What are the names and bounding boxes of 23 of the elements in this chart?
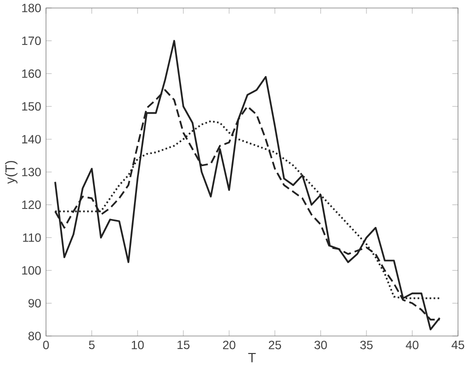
x-tick-label: 15 — [178, 340, 190, 350]
y-tick-label: 110 — [23, 233, 41, 242]
x-tick-label: 35 — [360, 340, 373, 350]
x-tick-label: 5 — [88, 340, 95, 350]
x-tick-label: 20 — [223, 340, 236, 350]
y-tick-label: 120 — [22, 200, 41, 210]
y-tick-label: 130 — [22, 168, 41, 176]
x-tick-label: 0 — [43, 340, 49, 350]
x-tick-label: 10 — [132, 340, 144, 350]
y-tick-label: 180 — [22, 4, 41, 12]
y-tick-label: 140 — [22, 134, 41, 144]
x-tick-label: 30 — [314, 340, 327, 350]
x-tick-label: 40 — [406, 340, 418, 350]
y-tick-label: 150 — [22, 102, 41, 111]
y-tick-label: 170 — [22, 36, 41, 46]
y-tick-label: 80 — [28, 332, 41, 340]
y-tick-label: 90 — [28, 298, 41, 308]
y-tick-label: 160 — [22, 69, 41, 78]
x-tick-label: 45 — [452, 340, 464, 350]
x-axis-title: T — [248, 353, 256, 362]
x-tick-label: 25 — [268, 340, 282, 350]
y-tick-label: 100 — [22, 266, 41, 275]
y-axis-title: y(T) — [5, 160, 18, 184]
